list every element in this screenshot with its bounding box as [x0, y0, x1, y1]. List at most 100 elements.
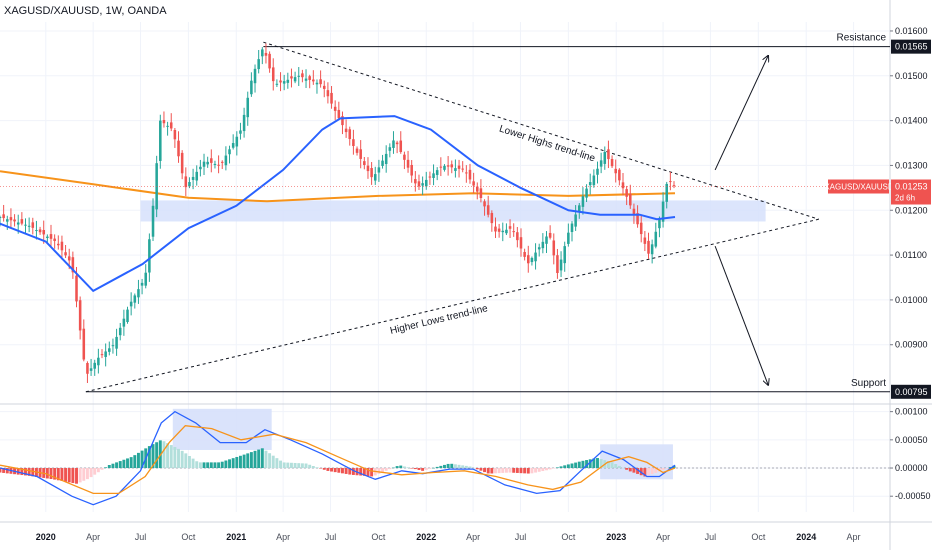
candle-body: [355, 148, 359, 153]
candle-body: [133, 295, 137, 303]
osc-histogram-bar: [89, 468, 93, 478]
candle-body: [67, 256, 71, 261]
osc-histogram-bar: [264, 450, 268, 469]
osc-histogram-bar: [628, 468, 632, 472]
candle-body: [654, 231, 658, 247]
symbol-tag-bg: [828, 179, 889, 194]
candle-body: [341, 116, 344, 126]
candle-body: [359, 149, 362, 159]
osc-histogram-bar: [479, 468, 483, 471]
candle-body: [129, 301, 133, 307]
candle-body: [75, 275, 78, 302]
candle-body: [490, 212, 494, 224]
candle-body: [326, 90, 330, 97]
osc-histogram-bar: [621, 467, 625, 469]
osc-histogram-bar: [268, 453, 272, 469]
time-tick-label: Apr: [86, 532, 100, 542]
osc-histogram-bar: [96, 468, 100, 473]
osc-histogram-bar: [45, 468, 49, 479]
candle-body: [588, 182, 592, 186]
candle-body: [446, 165, 450, 167]
candle-body: [275, 83, 279, 85]
osc-histogram-bar: [410, 468, 414, 469]
price-tick-label: 0.01600: [895, 26, 928, 36]
candle-body: [599, 160, 603, 167]
osc-histogram-bar: [169, 445, 173, 469]
candle-body: [213, 163, 217, 165]
osc-histogram-bar: [650, 468, 654, 475]
candle-body: [552, 240, 556, 256]
osc-histogram-bar: [53, 468, 57, 480]
osc-histogram-bar: [665, 468, 669, 469]
osc-histogram-bar: [501, 468, 505, 473]
osc-histogram-bar: [413, 468, 417, 470]
candle-body: [366, 165, 370, 172]
candle-body: [647, 240, 650, 254]
candle-body: [665, 183, 668, 202]
price-tick-label: 0.01100: [895, 250, 927, 260]
candle-body: [140, 282, 144, 286]
candle-body: [417, 181, 421, 187]
support-price-tag: 0.00795: [895, 387, 928, 397]
candle-body: [483, 201, 486, 207]
osc-histogram-bar: [315, 467, 319, 469]
osc-histogram-bar: [494, 468, 497, 474]
candle-body: [661, 201, 665, 222]
osc-histogram-bar: [220, 461, 224, 469]
candle-body: [468, 169, 472, 180]
candle-body: [370, 168, 373, 178]
candle-body: [672, 185, 676, 187]
osc-histogram-bar: [417, 468, 421, 470]
candle-body: [159, 120, 162, 161]
candle-body: [592, 175, 596, 186]
osc-histogram-bar: [253, 450, 257, 469]
candle-body: [315, 82, 319, 85]
osc-histogram-bar: [577, 461, 581, 469]
current-price-tag-bg: [891, 179, 931, 205]
time-tick-label: Apr: [466, 532, 480, 542]
osc-histogram-bar: [115, 462, 119, 469]
candle-body: [151, 205, 155, 237]
candle-body: [639, 222, 643, 235]
osc-histogram-bar: [435, 466, 439, 469]
osc-histogram-bar: [504, 468, 508, 473]
osc-histogram-bar: [632, 468, 636, 473]
candle-body: [24, 224, 27, 226]
candle-body: [567, 232, 570, 244]
osc-histogram-bar: [457, 464, 461, 469]
osc-histogram-bar: [570, 463, 574, 469]
candle-body: [494, 226, 497, 232]
osc-histogram-bar: [614, 464, 618, 469]
support-zone: [140, 200, 766, 222]
osc-histogram-bar: [173, 446, 177, 469]
osc-histogram-bar: [304, 463, 308, 469]
osc-histogram-bar: [238, 455, 242, 469]
candle-body: [93, 362, 97, 369]
candle-body: [271, 67, 275, 82]
osc-histogram-bar: [67, 468, 71, 483]
osc-histogram-bar: [206, 462, 210, 469]
time-tick-label: Oct: [371, 532, 386, 542]
osc-histogram-bar: [209, 462, 213, 469]
candle-body: [348, 129, 352, 140]
osc-histogram-bar: [5, 468, 9, 474]
candle-body: [35, 230, 38, 232]
candle-body: [169, 122, 173, 129]
time-tick-label: Apr: [656, 532, 670, 542]
osc-histogram-bar: [24, 468, 27, 476]
osc-histogram-bar: [82, 468, 86, 481]
osc-histogram-bar: [293, 462, 297, 469]
candle-body: [585, 188, 588, 198]
symbol-tag: XAGUSD/XAUUSD: [824, 183, 894, 192]
candle-body: [162, 119, 166, 124]
time-tick-label: 2024: [796, 532, 816, 542]
candle-body: [428, 176, 432, 178]
osc-histogram-bar: [377, 468, 381, 474]
osc-histogram-bar: [534, 468, 538, 473]
candle-body: [126, 309, 129, 323]
osc-histogram-bar: [537, 468, 541, 472]
osc-histogram-bar: [654, 468, 658, 473]
candle-body: [479, 188, 483, 199]
osc-histogram-bar: [337, 468, 341, 473]
